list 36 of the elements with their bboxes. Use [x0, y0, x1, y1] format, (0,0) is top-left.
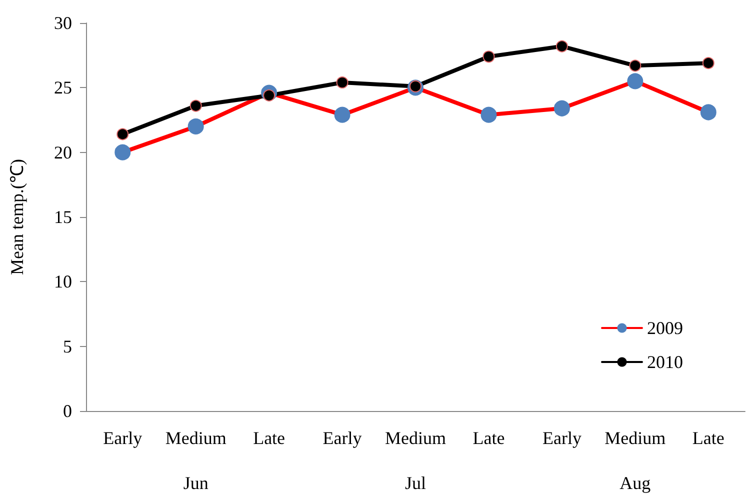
x-tick-label: Early: [322, 428, 362, 448]
point: [627, 73, 644, 90]
text: Aug: [620, 473, 651, 493]
x-tick-label: Medium: [604, 428, 666, 448]
y-tick-label: 30: [54, 13, 72, 33]
y-tick-label: 20: [54, 142, 72, 162]
text: Jul: [404, 473, 426, 493]
point: [556, 40, 568, 52]
point: [629, 60, 642, 72]
x-tick-label: Medium: [385, 428, 446, 448]
legend-label: 2010: [647, 352, 683, 372]
x-tick-label: Medium: [165, 428, 226, 448]
point: [554, 100, 570, 116]
y-tick-label: 15: [54, 207, 72, 227]
y-tick-label: 5: [63, 336, 72, 356]
point: [336, 76, 348, 88]
point: [480, 106, 497, 123]
point: [114, 144, 131, 160]
point: [334, 106, 350, 123]
legend-label: 2009: [647, 318, 683, 338]
x-tick-label: Early: [542, 428, 582, 448]
text: Jun: [183, 473, 208, 493]
x-tick-label: Early: [103, 428, 142, 448]
x-tick-label: Late: [472, 428, 505, 448]
point: [702, 57, 714, 70]
y-tick-label: 10: [54, 272, 72, 292]
x-tick-label: Late: [692, 428, 724, 448]
point: [116, 128, 129, 140]
y-axis-title: Mean temp.(℃): [7, 159, 27, 275]
y-tick-label: 0: [63, 401, 72, 421]
y-tick-label: 25: [54, 78, 72, 98]
point: [188, 118, 204, 134]
x-tick-label: Late: [253, 428, 286, 448]
point: [482, 50, 495, 63]
point: [190, 100, 202, 112]
point: [700, 104, 716, 120]
